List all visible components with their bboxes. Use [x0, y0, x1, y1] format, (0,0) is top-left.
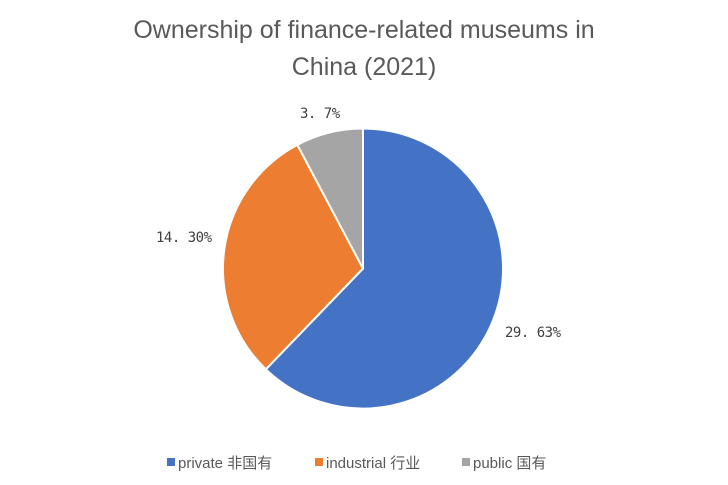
- data-label-private: 29. 63%: [505, 325, 561, 341]
- data-label-industrial: 14. 30%: [156, 230, 212, 246]
- legend-item-public[interactable]: public 国有: [461, 451, 546, 473]
- legend-label-public: public 国有: [473, 454, 547, 472]
- legend-marker-public-icon: [461, 457, 471, 467]
- legend-marker-private-icon: [166, 457, 176, 467]
- legend-item-industrial[interactable]: industrial 行业: [314, 451, 420, 473]
- chart-title-line-2: China (2021): [291, 53, 437, 81]
- chart-title-line-1: Ownership of finance-related museums in: [133, 16, 595, 44]
- chart-title: Ownership of finance-related museums in …: [0, 12, 728, 86]
- pie-slice-public[interactable]: [296, 127, 364, 270]
- pie-slice-industrial[interactable]: [222, 143, 364, 371]
- legend-label-industrial: industrial 行业: [326, 454, 421, 472]
- legend-marker-industrial-icon: [314, 457, 324, 467]
- legend-item-private[interactable]: private 非国有: [166, 451, 272, 473]
- chart-legend: private 非国有 industrial 行业 public 国有: [0, 451, 728, 473]
- data-label-public: 3. 7%: [300, 106, 340, 122]
- pie-slice-private[interactable]: [264, 127, 504, 410]
- pie-slices: [222, 127, 504, 410]
- legend-label-private: private 非国有: [178, 454, 273, 472]
